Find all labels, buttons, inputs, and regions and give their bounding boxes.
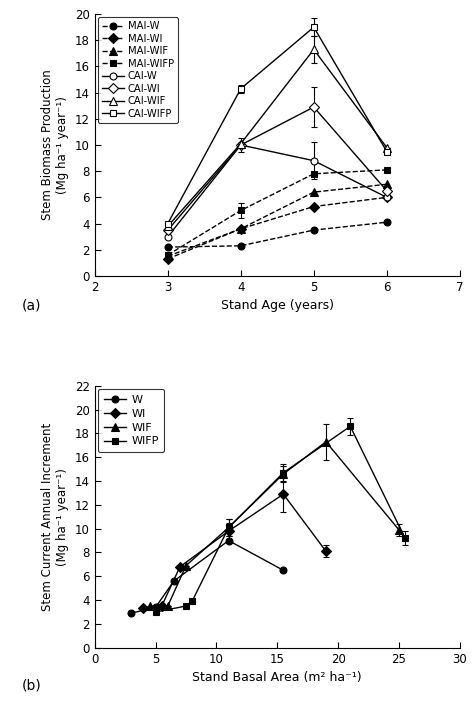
- WIF: [396, 526, 402, 534]
- CAI-W: [384, 193, 390, 201]
- MAI-WIFP: [384, 165, 390, 174]
- WIFP: [183, 602, 189, 610]
- Line: CAI-WIF: CAI-WIF: [164, 45, 391, 230]
- Legend: W, WI, WIF, WIFP: W, WI, WIF, WIFP: [98, 389, 164, 452]
- Line: CAI-W: CAI-W: [164, 142, 390, 240]
- MAI-W: [238, 241, 244, 250]
- CAI-WI: [238, 141, 244, 149]
- Line: WIFP: WIFP: [152, 423, 409, 615]
- CAI-WI: [311, 103, 317, 111]
- Line: WIF: WIF: [146, 438, 403, 610]
- CAI-WIFP: [165, 220, 171, 228]
- WIF: [226, 523, 231, 532]
- MAI-WI: [384, 193, 390, 201]
- WI: [141, 604, 146, 612]
- Line: MAI-W: MAI-W: [164, 219, 390, 251]
- Line: MAI-WI: MAI-WI: [164, 194, 390, 263]
- MAI-WIFP: [238, 206, 244, 215]
- Text: (a): (a): [22, 299, 41, 313]
- WIF: [323, 438, 329, 446]
- MAI-WIF: [384, 180, 390, 189]
- WIFP: [281, 469, 286, 477]
- CAI-WI: [384, 187, 390, 195]
- Text: (b): (b): [22, 679, 42, 693]
- Y-axis label: Stem Biomass Production
(Mg ha⁻¹ year⁻¹): Stem Biomass Production (Mg ha⁻¹ year⁻¹): [41, 70, 69, 220]
- W: [171, 577, 177, 585]
- WIFP: [226, 523, 231, 532]
- WI: [177, 562, 183, 571]
- CAI-WIF: [311, 45, 317, 54]
- Line: WI: WI: [140, 491, 329, 612]
- WI: [159, 602, 164, 610]
- W: [281, 566, 286, 574]
- W: [226, 536, 231, 545]
- MAI-WI: [165, 255, 171, 263]
- CAI-WIF: [384, 144, 390, 152]
- MAI-W: [311, 226, 317, 234]
- CAI-WIFP: [384, 147, 390, 156]
- WI: [323, 547, 329, 555]
- MAI-WIF: [311, 188, 317, 196]
- CAI-WIF: [238, 139, 244, 148]
- WI: [281, 490, 286, 498]
- MAI-W: [384, 218, 390, 227]
- Line: MAI-WIF: MAI-WIF: [164, 180, 391, 260]
- WIFP: [347, 422, 353, 431]
- WIF: [146, 602, 152, 610]
- MAI-WIF: [238, 225, 244, 233]
- WIF: [281, 470, 286, 478]
- MAI-WIFP: [311, 170, 317, 178]
- CAI-WIF: [165, 222, 171, 230]
- MAI-WIF: [165, 252, 171, 260]
- WIFP: [153, 608, 158, 616]
- WIF: [183, 561, 189, 570]
- Legend: MAI-W, MAI-WI, MAI-WIF, MAI-WIFP, CAI-W, CAI-WI, CAI-WIF, CAI-WIFP: MAI-W, MAI-WI, MAI-WIF, MAI-WIFP, CAI-W,…: [98, 17, 178, 122]
- WIFP: [189, 597, 195, 605]
- Line: MAI-WIFP: MAI-WIFP: [164, 166, 390, 258]
- CAI-WIFP: [311, 23, 317, 32]
- WIF: [165, 602, 171, 610]
- WIFP: [402, 534, 408, 542]
- CAI-W: [165, 232, 171, 241]
- WI: [226, 527, 231, 535]
- W: [153, 603, 158, 612]
- MAI-WI: [238, 225, 244, 233]
- CAI-W: [311, 156, 317, 165]
- Line: CAI-WIFP: CAI-WIFP: [164, 24, 390, 227]
- W: [128, 609, 134, 617]
- X-axis label: Stand Basal Area (m² ha⁻¹): Stand Basal Area (m² ha⁻¹): [192, 671, 362, 684]
- Y-axis label: Stem Current Annual Increment
(Mg ha⁻¹ year⁻¹): Stem Current Annual Increment (Mg ha⁻¹ y…: [41, 422, 69, 611]
- CAI-W: [238, 141, 244, 149]
- MAI-W: [165, 243, 171, 251]
- MAI-WIFP: [165, 251, 171, 259]
- MAI-WI: [311, 202, 317, 210]
- CAI-WI: [165, 226, 171, 234]
- Line: CAI-WI: CAI-WI: [164, 103, 390, 234]
- Line: W: W: [128, 537, 287, 617]
- X-axis label: Stand Age (years): Stand Age (years): [221, 299, 334, 313]
- CAI-WIFP: [238, 84, 244, 93]
